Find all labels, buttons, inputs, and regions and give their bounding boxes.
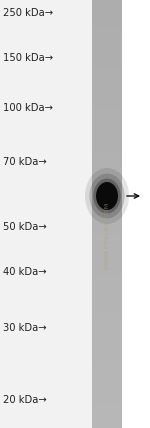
Ellipse shape	[96, 182, 118, 210]
Text: 70 kDa→: 70 kDa→	[3, 157, 47, 167]
Bar	[0, 0, 92, 428]
Text: 30 kDa→: 30 kDa→	[3, 323, 47, 333]
Text: WWW.PTGLAB.COM: WWW.PTGLAB.COM	[105, 201, 110, 270]
Text: 20 kDa→: 20 kDa→	[3, 395, 47, 405]
Ellipse shape	[93, 178, 121, 214]
Bar	[122, 0, 150, 428]
Text: 150 kDa→: 150 kDa→	[3, 53, 53, 63]
Ellipse shape	[89, 174, 125, 218]
Text: 100 kDa→: 100 kDa→	[3, 103, 53, 113]
Text: 50 kDa→: 50 kDa→	[3, 222, 47, 232]
Ellipse shape	[85, 168, 129, 224]
Text: 250 kDa→: 250 kDa→	[3, 8, 53, 18]
Text: 40 kDa→: 40 kDa→	[3, 267, 47, 277]
